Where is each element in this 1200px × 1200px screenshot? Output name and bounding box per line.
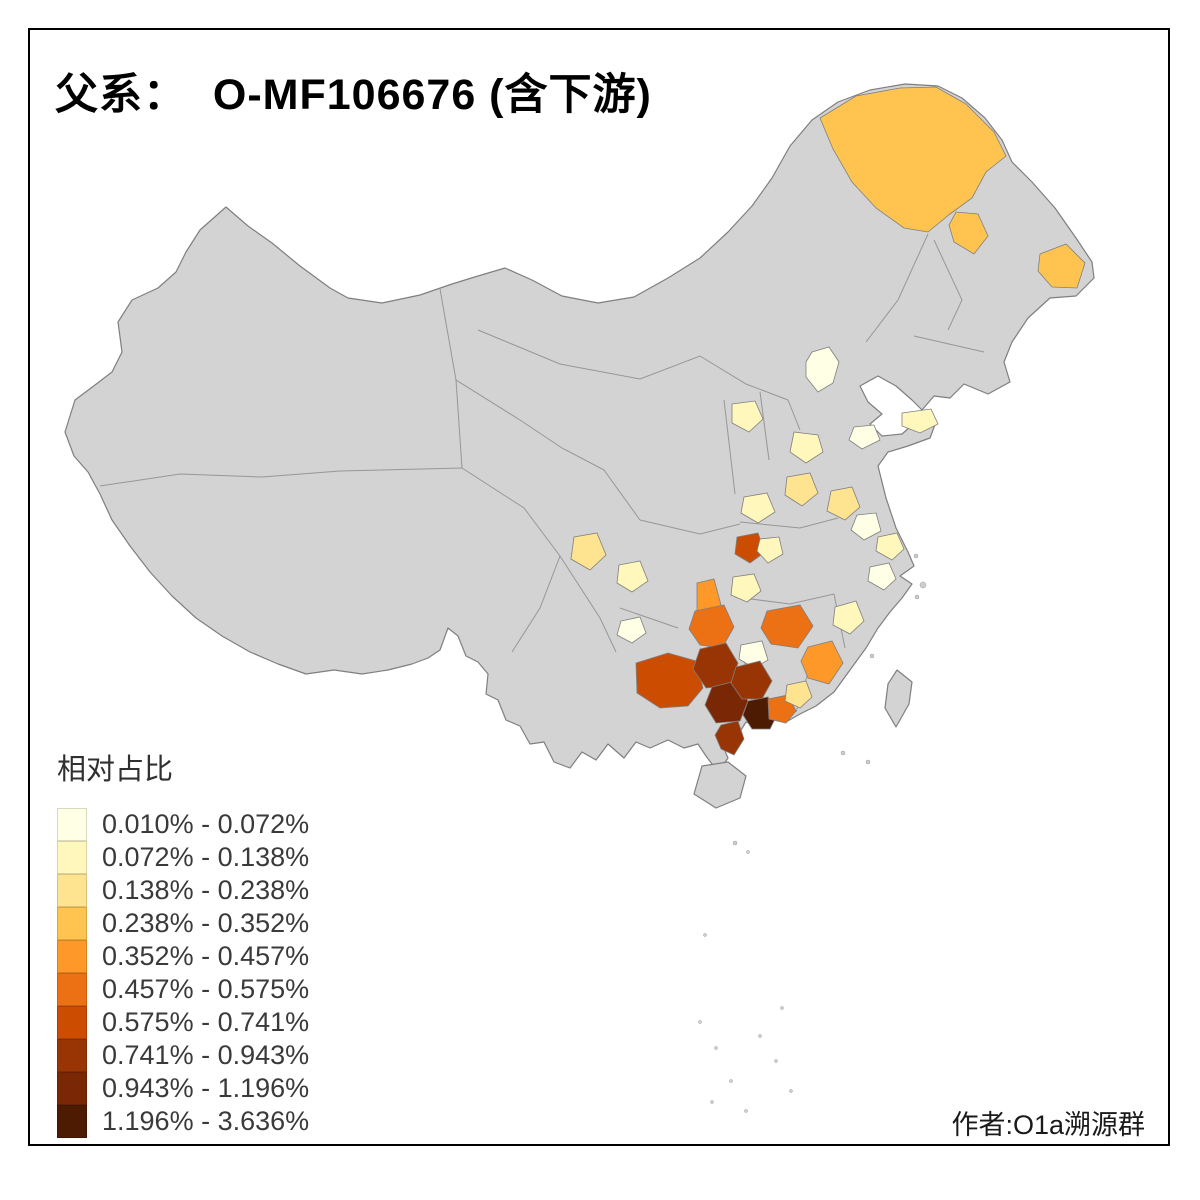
legend-label: 0.010% - 0.072% <box>102 809 310 839</box>
map-region-jiangxi-north <box>832 600 865 635</box>
map-region-beijing <box>805 346 840 393</box>
legend-swatch <box>57 874 87 907</box>
hainan-island <box>693 761 747 809</box>
legend-label: 0.138% - 0.238% <box>102 875 310 905</box>
map-region-jiangsu-north <box>826 486 861 521</box>
legend-label: 1.196% - 3.636% <box>102 1106 310 1136</box>
legend: 相对占比 0.010% - 0.072% 0.072% - 0.138% 0.138… <box>57 746 309 1138</box>
legend-row: 0.943% - 1.196% <box>57 1072 309 1105</box>
legend-label: 0.457% - 0.575% <box>102 974 310 1004</box>
legend-swatch <box>57 1006 87 1039</box>
legend-row: 0.072% - 0.138% <box>57 841 309 874</box>
legend-label: 0.943% - 1.196% <box>102 1073 310 1103</box>
map-region-hulunbuir <box>819 86 1007 233</box>
taiwan-island <box>884 669 913 728</box>
legend-swatch <box>57 940 87 973</box>
legend-title: 相对占比 <box>57 754 174 786</box>
plot-frame <box>28 28 1170 1146</box>
map-region-hubei-northwest <box>756 536 784 564</box>
legend-row: 0.352% - 0.457% <box>57 940 309 973</box>
legend-label: 0.238% - 0.352% <box>102 908 310 938</box>
legend-swatch <box>57 808 87 841</box>
map-region-heilongjiang-central <box>948 211 989 255</box>
map-region-guangxi-west <box>635 652 704 709</box>
map-region-shandong-peninsula <box>901 408 939 434</box>
legend-swatch <box>57 1072 87 1105</box>
map-region-zhejiang-north <box>875 532 905 561</box>
legend-rows: 0.010% - 0.072% 0.072% - 0.138% 0.138% - 0… <box>57 808 309 1138</box>
map-title: 父系： O-MF106676 (含下游) <box>55 71 652 119</box>
legend-row: 1.196% - 3.636% <box>57 1105 309 1138</box>
map-region-jiangxi-fujian <box>800 640 844 685</box>
choropleth-regions <box>570 86 1086 756</box>
china-mainland <box>64 83 1095 773</box>
map-region-shanxi-north <box>731 400 764 433</box>
legend-row: 0.457% - 0.575% <box>57 973 309 1006</box>
legend-row: 0.575% - 0.741% <box>57 1006 309 1039</box>
province-borders <box>99 233 985 715</box>
map-region-shandong-central <box>848 424 881 450</box>
legend-swatch <box>57 973 87 1006</box>
map-region-sichuan-central <box>616 560 649 593</box>
legend-row: 0.010% - 0.072% <box>57 808 309 841</box>
map-region-heilongjiang-east <box>1037 243 1086 289</box>
map-region-leizhou <box>714 720 745 756</box>
legend-swatch <box>57 907 87 940</box>
map-region-gansu-south <box>570 532 607 571</box>
map-region-hunan-central <box>760 604 814 649</box>
legend-swatch <box>57 1039 87 1072</box>
attribution: 作者:O1a溯源群 <box>951 1110 1145 1140</box>
legend-swatch <box>57 841 87 874</box>
map-region-shaanxi-south <box>734 532 766 564</box>
legend-label: 0.352% - 0.457% <box>102 941 310 971</box>
map-region-hubei-south <box>730 573 762 603</box>
map-region-anhui-central <box>850 512 882 541</box>
legend-label: 0.072% - 0.138% <box>102 842 310 872</box>
legend-swatch <box>57 1105 87 1138</box>
map-region-henan-south <box>740 492 776 524</box>
legend-row: 0.238% - 0.352% <box>57 907 309 940</box>
map-region-shandong-west <box>789 431 824 464</box>
map-region-sichuan-south <box>616 616 647 644</box>
legend-row: 0.138% - 0.238% <box>57 874 309 907</box>
legend-row: 0.741% - 0.943% <box>57 1039 309 1072</box>
map-region-henan-central <box>784 472 819 507</box>
map-region-guangdong-east <box>784 680 813 709</box>
legend-label: 0.575% - 0.741% <box>102 1007 310 1037</box>
small-islands <box>698 553 927 1113</box>
map-region-zhejiang-west <box>867 562 897 591</box>
legend-label: 0.741% - 0.943% <box>102 1040 310 1070</box>
